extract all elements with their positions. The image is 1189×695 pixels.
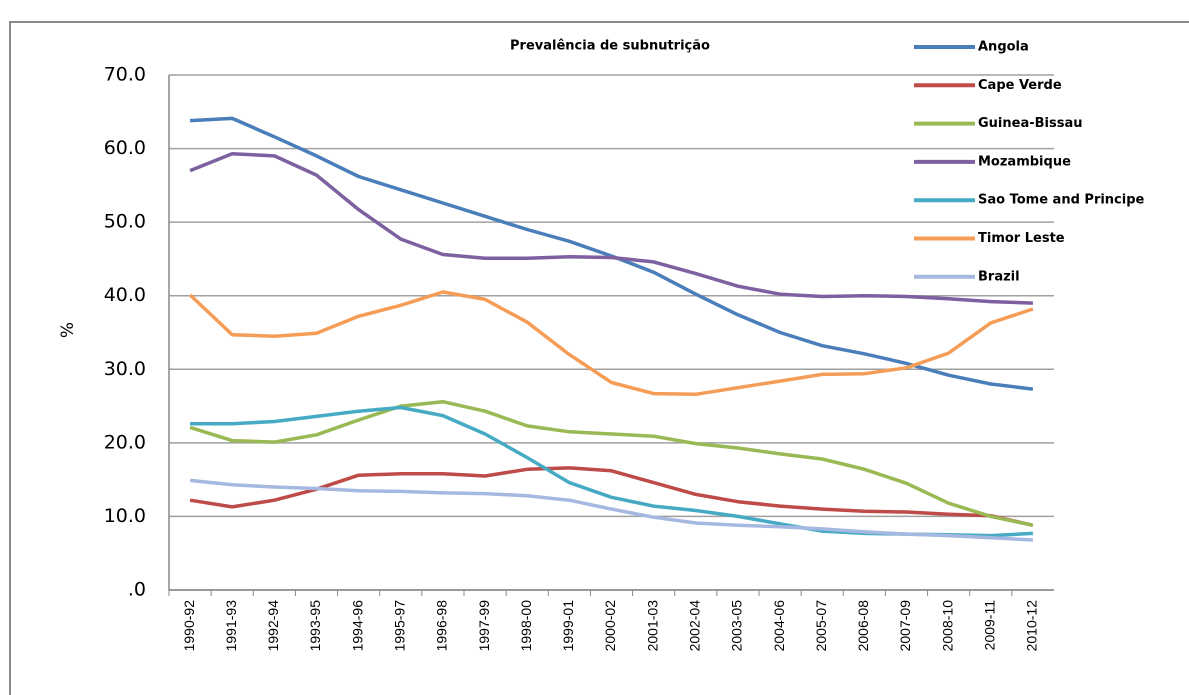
legend-label: Mozambique	[978, 154, 1071, 169]
x-tick-label: 2009-11	[981, 600, 997, 651]
x-tick-label: 2001-03	[644, 600, 660, 652]
x-tick-label: 2003-05	[729, 600, 745, 652]
series-line	[189, 399, 1034, 528]
x-tick-label: 1995-97	[391, 600, 407, 652]
chart-frame	[9, 21, 1189, 695]
x-tick-label: 2005-07	[813, 600, 829, 652]
legend-label: Cape Verde	[978, 78, 1062, 93]
legend-label: Sao Tome and Principe	[978, 193, 1145, 208]
x-tick-label: 1998-00	[518, 600, 534, 652]
y-tick-label: 20.0	[104, 431, 146, 453]
series-line	[189, 151, 1033, 305]
series-line	[189, 478, 1033, 542]
series-line	[189, 466, 1034, 528]
x-tick-label: 1997-99	[476, 600, 492, 652]
x-tick-label: 2004-06	[771, 600, 787, 652]
x-tick-label: 2008-10	[939, 600, 955, 652]
y-tick-label: .0	[128, 579, 146, 601]
legend-label: Guinea-Bissau	[978, 116, 1083, 131]
y-tick-label: 70.0	[104, 64, 146, 86]
legend-label: Timor Leste	[978, 231, 1065, 246]
x-tick-label: 1992-94	[265, 600, 281, 652]
x-tick-label: 1994-96	[349, 600, 365, 652]
chart-title: Prevalência de subnutrição	[510, 39, 710, 54]
y-tick-label: 10.0	[104, 505, 146, 527]
series-line	[188, 290, 1034, 397]
x-tick-label: 2000-02	[602, 600, 618, 652]
x-tick-label: 1999-01	[560, 600, 576, 652]
x-tick-label: 2010-12	[1024, 600, 1040, 652]
x-tick-label: 2006-08	[855, 600, 871, 652]
x-tick-label: 1996-98	[434, 600, 450, 652]
y-tick-label: 50.0	[104, 211, 146, 233]
x-tick-label: 2007-09	[897, 600, 913, 652]
y-axis-label: %	[58, 322, 78, 338]
legend-label: Brazil	[978, 269, 1020, 284]
x-tick-label: 1990-92	[181, 600, 197, 652]
y-tick-label: 40.0	[104, 284, 146, 306]
x-tick-label: 1991-93	[223, 600, 239, 652]
x-tick-label: 1993-95	[307, 600, 323, 652]
x-tick-label: 2002-04	[686, 600, 702, 652]
y-tick-label: 60.0	[104, 137, 146, 159]
legend-label: Angola	[978, 40, 1029, 55]
y-tick-label: 30.0	[104, 358, 146, 380]
